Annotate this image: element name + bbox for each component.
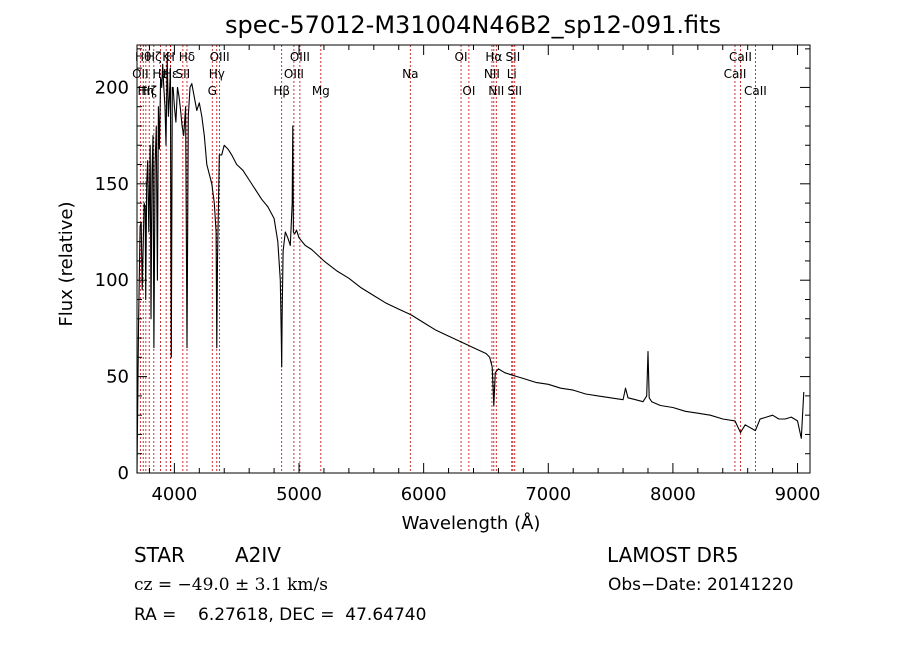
survey-name: LAMOST DR5	[607, 543, 739, 567]
ra-dec-coordinates: RA = 6.27618, DEC = 47.64740	[134, 605, 426, 625]
x-axis-ticks: 4000 5000 6000 7000 8000 9000	[148, 45, 821, 505]
y-tick-label: 0	[118, 463, 129, 484]
line-label-20: OI	[462, 84, 475, 98]
line-label-10: Hδ	[179, 50, 195, 64]
emission-line-labels: OIIHθHηHζHζHeKHHεSIIHδGHγOIIIHβOIIIOIIIM…	[132, 50, 767, 98]
y-axis-ticks: 0 50 100 150 200	[95, 48, 810, 484]
line-label-19: OI	[455, 50, 468, 64]
line-label-7: H	[166, 50, 175, 64]
line-label-23: NII	[488, 84, 504, 98]
line-label-1: Hθ	[135, 50, 151, 64]
line-label-26: SII	[507, 84, 522, 98]
line-label-25: SII	[506, 50, 521, 64]
line-label-24: Li	[507, 67, 517, 81]
x-tick-label: 6000	[401, 484, 447, 505]
line-label-16: OIII	[290, 50, 310, 64]
line-label-27: CaII	[724, 67, 747, 81]
line-label-12: Hγ	[209, 67, 225, 81]
x-tick-label: 5000	[276, 484, 322, 505]
chart-title: spec-57012-M31004N46B2_sp12-091.fits	[225, 11, 721, 39]
y-tick-label: 50	[106, 367, 129, 388]
line-label-13: OIII	[210, 50, 230, 64]
x-tick-label: 8000	[650, 484, 696, 505]
plot-frame	[136, 44, 811, 474]
line-label-14: Hβ	[273, 84, 290, 98]
spectrum-series-line	[136, 57, 805, 474]
line-label-21: NII	[484, 67, 500, 81]
line-label-9: SII	[176, 67, 191, 81]
y-axis-label: Flux (relative)	[56, 201, 77, 326]
line-label-3: Hζ	[141, 84, 157, 98]
line-label-18: Na	[402, 67, 418, 81]
line-label-0: OII	[132, 67, 149, 81]
line-label-4: Hζ	[146, 50, 162, 64]
object-subclass: A2IV	[235, 543, 281, 567]
y-tick-label: 200	[95, 77, 129, 98]
object-class: STAR	[134, 543, 185, 567]
emission-line-markers	[139, 45, 756, 473]
observation-date: Obs−Date: 20141220	[608, 575, 794, 595]
line-label-6: K	[162, 50, 171, 64]
line-label-11: G	[208, 84, 217, 98]
line-label-17: Mg	[312, 84, 330, 98]
line-label-22: Hα	[485, 50, 502, 64]
line-label-29: CaII	[744, 84, 767, 98]
line-label-15: OIII	[284, 67, 304, 81]
x-tick-label: 4000	[151, 484, 197, 505]
line-label-5: He	[152, 67, 168, 81]
redshift-cz: cz = −49.0 ± 3.1 km/s	[134, 575, 328, 595]
line-label-28: CaII	[729, 50, 752, 64]
x-tick-label: 7000	[525, 484, 571, 505]
x-axis-label: Wavelength (Å)	[402, 512, 541, 534]
y-tick-label: 150	[95, 174, 129, 195]
y-tick-label: 100	[95, 270, 129, 291]
x-tick-label: 9000	[775, 484, 821, 505]
